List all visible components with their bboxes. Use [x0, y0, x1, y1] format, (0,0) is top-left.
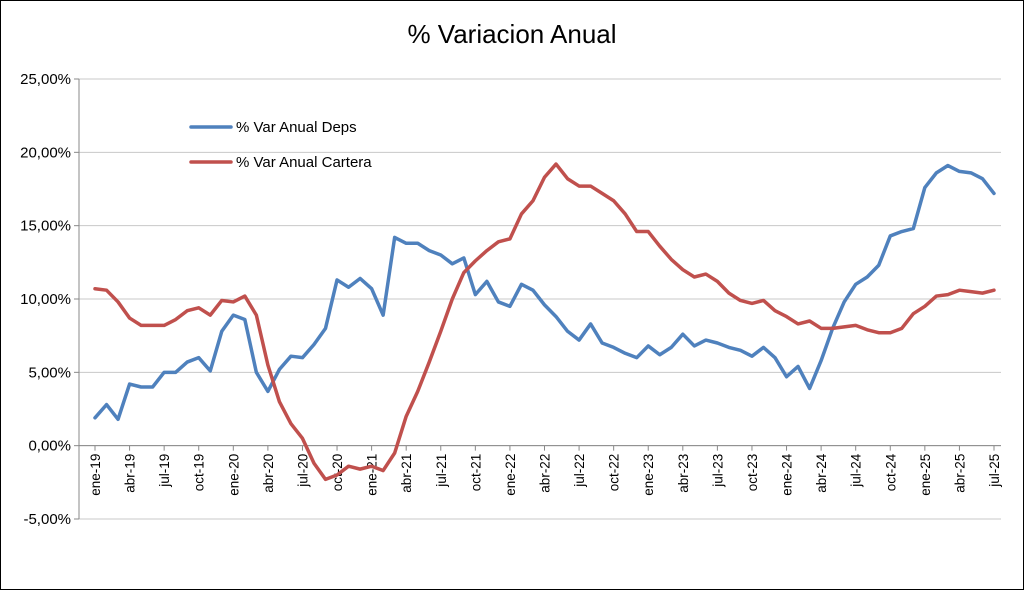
- x-tick-label: oct-21: [468, 454, 483, 492]
- x-tick-label: ene-24: [780, 453, 795, 496]
- x-tick-label: ene-19: [88, 454, 103, 496]
- series-line-2: [93, 162, 996, 482]
- x-tick-label: ene-25: [918, 454, 933, 496]
- x-tick-label: jul-19: [157, 454, 172, 488]
- y-tick-label: -5,00%: [23, 511, 71, 528]
- x-tick-label: abr-19: [123, 454, 138, 493]
- x-tick-label: jul-23: [710, 454, 725, 488]
- x-tick-label: oct-23: [745, 454, 760, 492]
- legend-label-1: % Var Anual Deps: [236, 119, 357, 136]
- y-tick-label: 20,00%: [20, 144, 71, 161]
- x-tick-label: jul-20: [295, 454, 310, 488]
- x-tick-label: ene-23: [641, 454, 656, 496]
- y-tick-label: 10,00%: [20, 291, 71, 308]
- legend-label-2: % Var Anual Cartera: [236, 154, 372, 171]
- x-tick-label: abr-22: [538, 454, 553, 493]
- x-tick-label: ene-20: [226, 454, 241, 496]
- chart-title: % Variacion Anual: [407, 19, 617, 49]
- x-tick-label: abr-20: [261, 454, 276, 493]
- x-tick-label: abr-21: [399, 454, 414, 493]
- x-tick-label: jul-25: [987, 454, 1002, 488]
- y-tick-label: 0,00%: [28, 438, 71, 455]
- series-line-1: [93, 163, 996, 422]
- x-tick-label: jul-22: [572, 454, 587, 488]
- x-tick-label: jul-24: [849, 453, 864, 488]
- x-tick-label: abr-24: [814, 453, 829, 493]
- y-tick-label: 25,00%: [20, 71, 71, 88]
- x-tick-label: ene-21: [365, 454, 380, 496]
- x-tick-label: oct-22: [607, 454, 622, 492]
- x-tick-label: oct-19: [192, 454, 207, 492]
- y-tick-label: 5,00%: [28, 364, 71, 381]
- y-tick-label: 15,00%: [20, 218, 71, 235]
- x-tick-label: abr-25: [952, 454, 967, 493]
- x-tick-label: oct-24: [883, 453, 898, 491]
- x-tick-label: jul-21: [434, 454, 449, 488]
- x-tick-label: ene-22: [503, 454, 518, 496]
- x-tick-label: abr-23: [676, 454, 691, 493]
